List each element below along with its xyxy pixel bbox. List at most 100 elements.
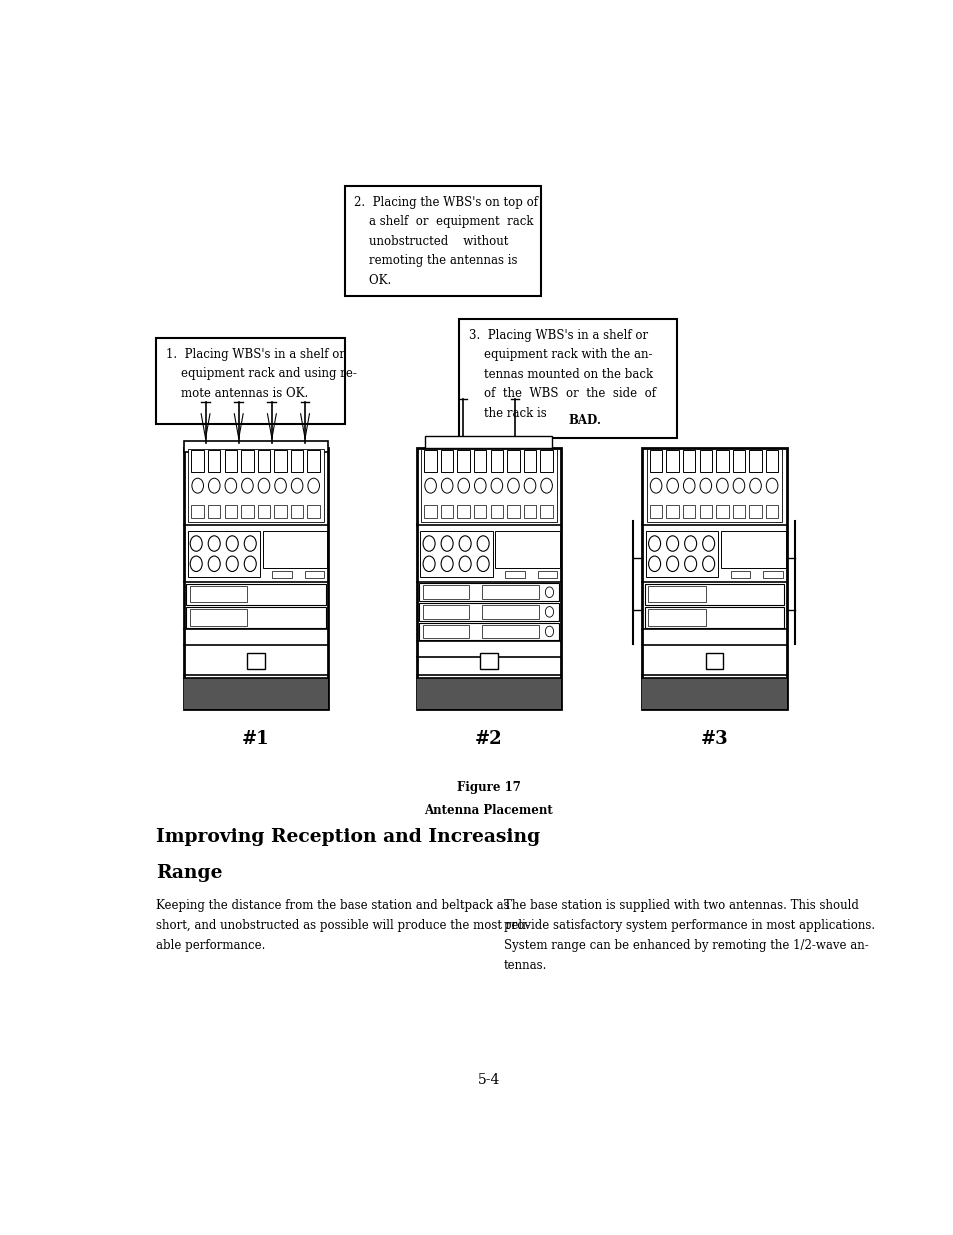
Bar — [291, 451, 303, 472]
Bar — [495, 531, 559, 568]
Bar — [481, 585, 538, 599]
Bar — [474, 505, 486, 519]
Bar — [649, 505, 661, 519]
Bar — [474, 451, 486, 472]
Bar — [424, 451, 436, 472]
Text: Keeping the distance from the base station and beltpack as
short, and unobstruct: Keeping the distance from the base stati… — [156, 899, 530, 952]
Bar — [190, 610, 247, 626]
Bar — [732, 451, 744, 472]
Bar — [224, 505, 236, 519]
Bar — [192, 451, 204, 472]
Bar — [192, 505, 204, 519]
Bar — [418, 622, 558, 640]
Bar — [666, 505, 679, 519]
Bar — [208, 451, 220, 472]
Bar — [262, 531, 327, 568]
Text: Antenna Placement: Antenna Placement — [424, 804, 553, 818]
Bar — [523, 505, 536, 519]
Bar — [748, 451, 760, 472]
Text: The base station is supplied with two antennas. This should
provide satisfactory: The base station is supplied with two an… — [503, 899, 874, 972]
Bar — [646, 450, 781, 522]
Bar — [732, 505, 744, 519]
Text: BAD.: BAD. — [567, 414, 600, 427]
Bar — [641, 448, 785, 709]
Bar — [699, 451, 711, 472]
Bar — [184, 678, 328, 709]
Bar — [420, 531, 492, 577]
Bar — [666, 451, 679, 472]
Bar — [188, 450, 323, 522]
Bar — [748, 505, 760, 519]
Bar — [459, 320, 677, 438]
Text: #3: #3 — [700, 730, 727, 748]
Bar — [645, 531, 718, 577]
Bar — [418, 603, 558, 621]
Bar — [539, 451, 552, 472]
Bar — [422, 625, 468, 638]
Bar — [416, 678, 560, 709]
Bar — [716, 505, 728, 519]
Bar — [424, 505, 436, 519]
Bar — [765, 505, 778, 519]
Bar — [641, 678, 785, 709]
Bar — [699, 505, 711, 519]
Bar — [418, 583, 558, 601]
Bar — [440, 505, 453, 519]
Bar — [539, 505, 552, 519]
Bar — [456, 451, 470, 472]
Bar — [456, 505, 470, 519]
Bar — [274, 505, 287, 519]
Text: 1.  Placing WBS's in a shelf or
    equipment rack and using re-
    mote antenn: 1. Placing WBS's in a shelf or equipment… — [166, 348, 356, 400]
Bar — [416, 448, 560, 709]
Bar — [647, 610, 705, 626]
Text: #1: #1 — [242, 730, 270, 748]
Text: 5-4: 5-4 — [477, 1072, 499, 1087]
Bar — [647, 585, 705, 603]
Text: Figure 17: Figure 17 — [456, 781, 520, 794]
Bar — [440, 451, 453, 472]
Bar — [481, 625, 538, 638]
Bar — [247, 653, 264, 668]
Bar — [716, 451, 728, 472]
Bar — [241, 505, 253, 519]
Bar — [422, 605, 468, 619]
Bar — [682, 505, 695, 519]
Bar — [479, 653, 497, 668]
Bar — [523, 451, 536, 472]
Bar — [184, 441, 328, 452]
Bar — [505, 571, 524, 578]
Bar — [304, 571, 324, 578]
Bar — [537, 571, 557, 578]
Bar — [644, 584, 783, 605]
Bar — [274, 451, 287, 472]
Bar — [490, 505, 502, 519]
Bar — [720, 531, 785, 568]
Bar — [190, 585, 247, 603]
Bar — [344, 186, 540, 295]
Bar — [208, 505, 220, 519]
Bar — [291, 505, 303, 519]
Bar — [272, 571, 292, 578]
Bar — [422, 585, 468, 599]
Bar — [224, 451, 236, 472]
Bar — [762, 571, 781, 578]
Bar — [644, 608, 783, 629]
Bar — [186, 584, 326, 605]
Bar — [682, 451, 695, 472]
Bar — [257, 505, 270, 519]
Bar — [241, 451, 253, 472]
Bar — [257, 451, 270, 472]
Text: 3.  Placing WBS's in a shelf or
    equipment rack with the an-
    tennas mount: 3. Placing WBS's in a shelf or equipment… — [469, 329, 656, 420]
Text: Range: Range — [156, 864, 222, 882]
Bar — [307, 451, 319, 472]
Bar — [420, 450, 557, 522]
Bar — [307, 505, 319, 519]
Text: #2: #2 — [475, 730, 502, 748]
Bar — [649, 451, 661, 472]
Text: 2.  Placing the WBS's on top of
    a shelf  or  equipment  rack
    unobstructe: 2. Placing the WBS's on top of a shelf o… — [354, 196, 537, 287]
Bar — [186, 608, 326, 629]
Bar — [156, 338, 344, 424]
Text: Improving Reception and Increasing: Improving Reception and Increasing — [156, 829, 540, 846]
Bar — [490, 451, 502, 472]
Bar — [425, 436, 552, 448]
